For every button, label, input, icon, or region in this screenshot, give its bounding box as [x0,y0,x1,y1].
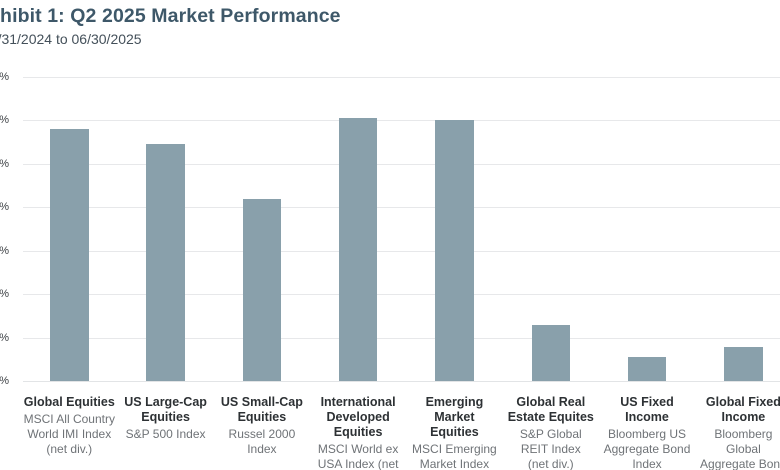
bar-global-real-estate-equites [531,324,570,381]
chart-title: Exhibit 1: Q2 2025 Market Performance [0,5,341,27]
category-name: Emerging Market Equities [425,395,484,439]
category-index: Bloomberg US Aggregate Bond Index [603,427,691,470]
gridline-8pct [23,207,780,209]
y-axis-tick-label: 2% [0,331,9,344]
bar-global-fixed-income [724,347,763,381]
category-name: International Developed Equities [320,395,396,439]
bar-us-large-cap-equities [146,144,185,381]
category-index: Russel 2000 Index [228,427,296,456]
category-index: MSCI All Country World IMI Index (net di… [23,412,115,456]
category-name: US Small-Cap Equities [220,395,303,424]
category-index: MSCI Emerging Market Index (net div.) [412,442,497,470]
category-name: Global Fixed Income [705,395,780,424]
category-name: US Fixed Income [620,395,674,424]
category-label: US Fixed Income Bloomberg US Aggregate Bo… [599,395,695,470]
y-axis-tick-label: 4% [0,288,9,301]
category-label: US Large-Cap Equities S&P 500 Index [118,395,214,442]
bar-global-equities [50,129,89,381]
category-index: Bloomberg Global Aggregate Bond Index (h… [700,427,780,470]
bar-emerging-market-equities [435,120,474,381]
y-axis-tick-label: 6% [0,244,9,257]
gridline-2pct [23,337,780,339]
category-index: MSCI World ex USA Index (net div.) [317,442,399,470]
y-axis-tick-label: 10% [0,157,9,170]
y-axis-tick-label: 8% [0,201,9,214]
category-name: US Large-Cap Equities [124,395,207,424]
category-index: S&P Global REIT Index (net div.) [519,427,582,470]
category-name: Global Real Estate Equites [507,395,594,424]
category-label: Global Real Estate Equites S&P Global REI… [503,395,599,470]
category-label: Global Equities MSCI All Country World IM… [21,395,117,457]
gridline-12pct [23,120,780,122]
gridline-14pct [23,77,780,78]
category-index: S&P 500 Index [125,427,206,441]
gridline-10pct [23,163,780,165]
bar-international-developed-equities [338,118,378,381]
y-axis-tick-label: 0% [0,375,9,387]
category-name: Global Equities [23,395,115,409]
category-label: Global Fixed Income Bloomberg Global Aggr… [695,395,780,470]
gridline-4pct [23,294,780,296]
gridline-6pct [23,250,780,252]
y-axis-tick-label: 12% [0,114,9,127]
bar-us-fixed-income [627,357,667,381]
category-label: International Developed Equities MSCI Wor… [310,395,406,470]
category-label: Emerging Market Equities MSCI Emerging Ma… [406,395,502,470]
gridline-0pct [23,381,780,382]
category-label: US Small-Cap Equities Russel 2000 Index [214,395,310,457]
y-axis-tick-label: 14% [0,71,9,83]
chart-subtitle: 03/31/2024 to 06/30/2025 [0,31,142,47]
bar-us-small-cap-equities [242,198,282,381]
